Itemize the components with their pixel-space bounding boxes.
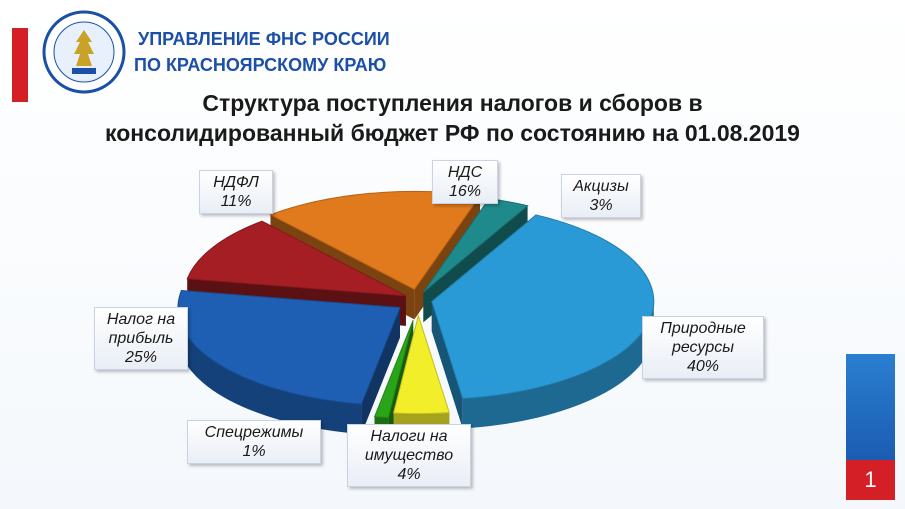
org-line-2: ПО КРАСНОЯРСКОМУ КРАЮ — [134, 55, 387, 75]
page-number: 1 — [846, 460, 895, 500]
organization-name: УПРАВЛЕНИЕ ФНС РОССИИ ПО КРАСНОЯРСКОМУ К… — [134, 26, 390, 78]
pie-slice-0 — [431, 214, 655, 429]
left-red-accent-bar — [12, 28, 28, 102]
chart-title: Структура поступления налогов и сборов в… — [0, 88, 905, 148]
fns-emblem-logo — [42, 10, 126, 94]
right-blue-accent-block — [846, 354, 895, 464]
label-profit-tax: Налог на прибыль 25% — [94, 307, 188, 370]
org-line-1: УПРАВЛЕНИЕ ФНС РОССИИ — [138, 29, 390, 49]
label-natural-resources: Природные ресурсы 40% — [642, 316, 764, 379]
chart-title-line-1: Структура поступления налогов и сборов в — [202, 90, 703, 116]
pie-slice-3 — [177, 290, 401, 435]
label-nds: НДС 16% — [432, 160, 498, 204]
label-excise: Акцизы 3% — [561, 174, 641, 218]
label-ndfl: НДФЛ 11% — [199, 170, 273, 214]
label-property-taxes: Налоги на имущество 4% — [347, 424, 471, 487]
label-special-regimes: Спецрежимы 1% — [187, 420, 321, 464]
chart-title-line-2: консолидированный бюджет РФ по состоянию… — [105, 120, 800, 146]
